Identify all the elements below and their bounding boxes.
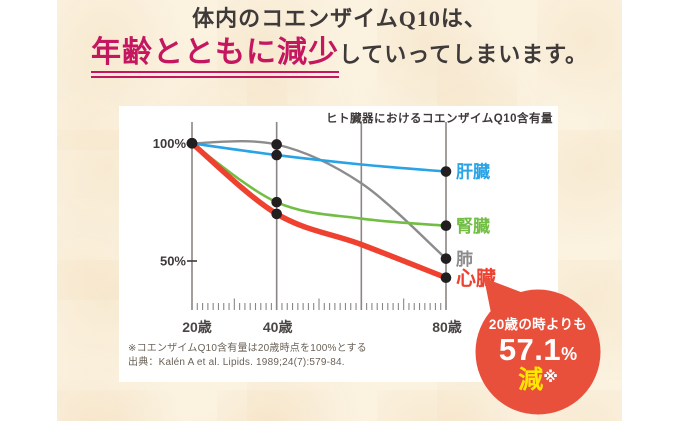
chart-footnote: ※コエンザイムQ10含有量は20歳時点を100%とする 出典：Kalén A e…	[128, 342, 367, 370]
series-label-lung: 肺	[456, 250, 473, 269]
speech-bubble-icon	[475, 278, 601, 415]
data-point-kidney-80	[440, 220, 452, 231]
x-tick-label: 80歳	[432, 319, 462, 335]
chart-panel: 100% 50% 20歳 40歳 80歳肺肝臓 腎臓 心臓 ヒト臓器におけるコエンザイムQ1…	[119, 106, 558, 382]
data-point-liver-80	[440, 166, 452, 177]
series-line-kidney	[190, 142, 448, 227]
headline: 体内のコエンザイムQ10は、 年齢とともに減少していってしまいます。	[57, 5, 622, 78]
headline-line1: 体内のコエンザイムQ10は、	[192, 6, 487, 31]
footnote-line2: 出典：Kalén A et al. Lipids. 1989;24(7):579…	[128, 357, 345, 368]
series-label-liver: 肝臓	[456, 163, 490, 182]
data-point-liver-40	[271, 149, 282, 161]
footnote-line1: ※コエンザイムQ10含有量は20歳時点を100%とする	[128, 343, 367, 354]
badge-line1: 20歳の時よりも	[488, 317, 588, 332]
badge-text: 20歳の時よりも 57.1% 減※	[468, 313, 608, 393]
headline-emphasis: 年齢とともに減少	[90, 35, 339, 78]
badge-value-line: 57.1%	[468, 332, 608, 367]
y-tick-label: 100%	[153, 136, 187, 151]
data-point-heart-40	[271, 208, 282, 220]
paper-background: 体内のコエンザイムQ10は、 年齢とともに減少していってしまいます。 100% 5…	[57, 0, 622, 421]
series-line-heart	[189, 140, 449, 281]
series-label-kidney: 腎臓	[456, 217, 490, 236]
badge-unit: %	[561, 344, 578, 364]
data-point-lung-80	[440, 253, 452, 264]
badge-word-line: 減※	[468, 365, 608, 394]
x-tick-label: 20歳	[182, 319, 212, 335]
x-tick-label: 40歳	[263, 319, 293, 335]
badge-note-mark: ※	[543, 368, 558, 386]
data-point-heart-20	[186, 138, 198, 149]
badge-word: 減	[518, 365, 544, 394]
series-line-liver	[190, 142, 448, 173]
chart-title: ヒト臓器におけるコエンザイムQ10含有量	[325, 113, 553, 125]
decrease-badge: 20歳の時よりも 57.1% 減※	[468, 272, 608, 421]
y-tick-label: 50%	[160, 254, 186, 269]
badge-value: 57.1	[498, 332, 562, 367]
data-point-kidney-40	[271, 196, 282, 208]
headline-line2-rest: していってしまいます。	[338, 41, 589, 67]
data-point-heart-80	[440, 272, 452, 284]
headline-line2: 年齢とともに減少していってしまいます。	[57, 34, 622, 78]
data-point-lung-40	[271, 139, 282, 150]
